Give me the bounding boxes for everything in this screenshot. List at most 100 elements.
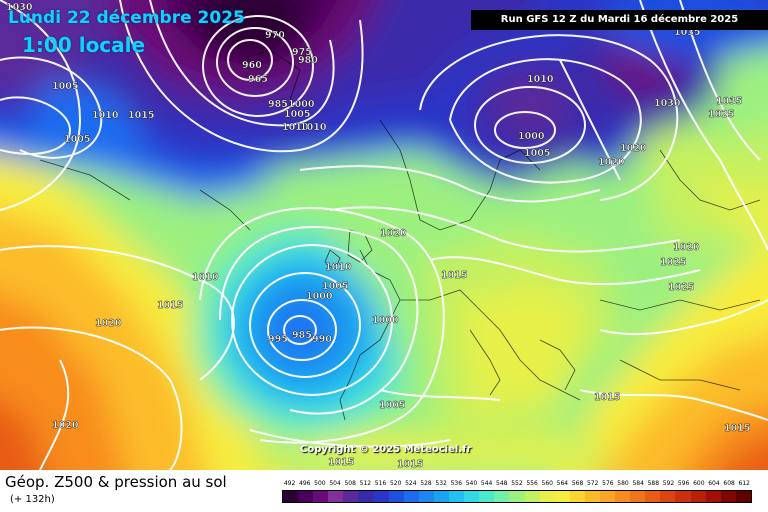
scale-swatch: [433, 491, 450, 502]
scale-tick-label: 492: [283, 480, 296, 487]
scale-tick-label: 528: [420, 480, 432, 487]
isobar-label: 1020: [52, 420, 79, 431]
scale-tick-label: 548: [496, 480, 508, 487]
scale-swatch: [539, 491, 555, 502]
isobar-label: 985: [268, 99, 288, 110]
coastlines: [39, 49, 761, 421]
scale-swatch: [554, 491, 570, 502]
pressure-labels: 1030 1005 1005 1010 1015 970 975 980 960…: [6, 2, 751, 470]
isobar-label: 1025: [660, 257, 686, 268]
scale-swatch: [373, 491, 389, 502]
scale-swatch: [298, 491, 314, 502]
scale-swatch: [358, 491, 374, 502]
scale-tick-label: 612: [738, 480, 750, 487]
scale-swatch: [464, 491, 480, 502]
scale-tick-label: 504: [329, 480, 341, 487]
isobar-label: 1005: [524, 148, 550, 159]
isobar-label: 1010: [92, 110, 119, 121]
isobar-label: 1000: [288, 99, 315, 110]
scale-tick-label: 516: [374, 480, 387, 487]
scale-tick-label: 568: [571, 480, 584, 487]
scale-tick-label: 512: [359, 480, 372, 487]
scale-swatch: [630, 491, 646, 502]
scale-tick-label: 564: [556, 480, 569, 487]
isobar-label: 1025: [668, 282, 694, 293]
scale-tick-label: 600: [693, 480, 705, 487]
isobar-label: 1005: [379, 400, 405, 411]
scale-swatch: [418, 491, 434, 502]
scale-tick-label: 580: [617, 480, 629, 487]
scale-tick-label: 556: [526, 480, 538, 487]
isobar-label: 1010: [527, 74, 554, 85]
isobar-label: 1000: [306, 291, 333, 302]
scale-swatch: [645, 491, 661, 502]
scale-swatch: [735, 491, 751, 502]
scale-swatch: [569, 491, 585, 502]
scale-tick-label: 608: [723, 480, 735, 487]
legend-footer: Géop. Z500 & pression au sol (+ 132h) 49…: [0, 470, 768, 512]
scale-swatch: [660, 491, 676, 502]
forecast-range: (+ 132h): [10, 494, 55, 505]
isobar-label: 1020: [380, 228, 407, 239]
isobar-label: 1025: [708, 109, 734, 120]
scale-swatch: [283, 491, 299, 502]
scale-swatch: [720, 491, 736, 502]
scale-swatch: [705, 491, 721, 502]
isobar-label: 1020: [620, 143, 647, 154]
isobar-label: 970: [265, 30, 285, 41]
scale-swatch: [584, 491, 600, 502]
scale-swatch: [524, 491, 540, 502]
isobar-label: 1030: [6, 2, 33, 13]
scale-tick-label: 560: [541, 480, 553, 487]
isobar-label: 1010: [192, 272, 219, 283]
isobar-label: 1030: [654, 98, 681, 109]
scale-tick-label: 532: [435, 480, 447, 487]
scale-swatch: [403, 491, 419, 502]
map-title: Géop. Z500 & pression au sol: [5, 473, 227, 491]
isobar-label: 1020: [673, 242, 700, 253]
scale-tick-label: 588: [647, 480, 660, 487]
scale-swatch: [599, 491, 616, 502]
scale-tick-label: 520: [389, 480, 402, 487]
isobar-label: 980: [298, 55, 318, 66]
isobar-label: 1020: [95, 318, 122, 329]
scale-tick-label: 604: [708, 480, 720, 487]
scale-swatch: [313, 491, 329, 502]
copyright: Copyright © 2025 Meteociel.fr: [300, 444, 472, 455]
isobar-label: 1005: [284, 109, 310, 120]
isobar-label: 1010: [325, 262, 352, 273]
isobar-label: 1015: [724, 423, 750, 434]
scale-swatch: [479, 491, 495, 502]
isobar-label: 1010: [300, 122, 327, 133]
isobar-label: 990: [312, 334, 332, 345]
isobar-label: 1015: [397, 459, 423, 470]
isobar-label: 995: [268, 334, 288, 345]
scale-swatch: [509, 491, 525, 502]
scale-tick-label: 536: [450, 480, 463, 487]
isobar-label: 1005: [52, 81, 78, 92]
scale-tick-label: 572: [586, 480, 599, 487]
scale-tick-label: 552: [511, 480, 523, 487]
scale-tick-label: 584: [632, 480, 644, 487]
isobar-label: 1015: [328, 457, 354, 468]
isobar-label: 960: [242, 60, 262, 71]
forecast-date: Lundi 22 décembre 2025: [8, 8, 245, 28]
scale-tick-label: 592: [662, 480, 675, 487]
isobar-label: 1015: [128, 110, 154, 121]
color-scale-labels: 492 496 500 504 508 512 516 520 524 528 532 536 540 5…: [282, 479, 752, 489]
isobar-label: 1035: [716, 96, 742, 107]
isobar-label: 1015: [594, 392, 620, 403]
scale-tick-label: 496: [299, 480, 311, 487]
weather-map: 1030 1005 1005 1010 1015 970 975 980 960…: [0, 0, 768, 470]
color-scale-bar: [282, 490, 752, 503]
scale-swatch: [494, 491, 510, 502]
scale-swatch: [615, 491, 631, 502]
isobar-label: 1015: [441, 270, 467, 281]
scale-tick-label: 596: [677, 480, 690, 487]
isobar-label: 1035: [674, 27, 700, 38]
scale-tick-label: 508: [344, 480, 356, 487]
scale-swatch: [388, 491, 404, 502]
scale-tick-label: 524: [405, 480, 417, 487]
isobar-label: 985: [292, 330, 312, 341]
scale-tick-label: 576: [602, 480, 614, 487]
